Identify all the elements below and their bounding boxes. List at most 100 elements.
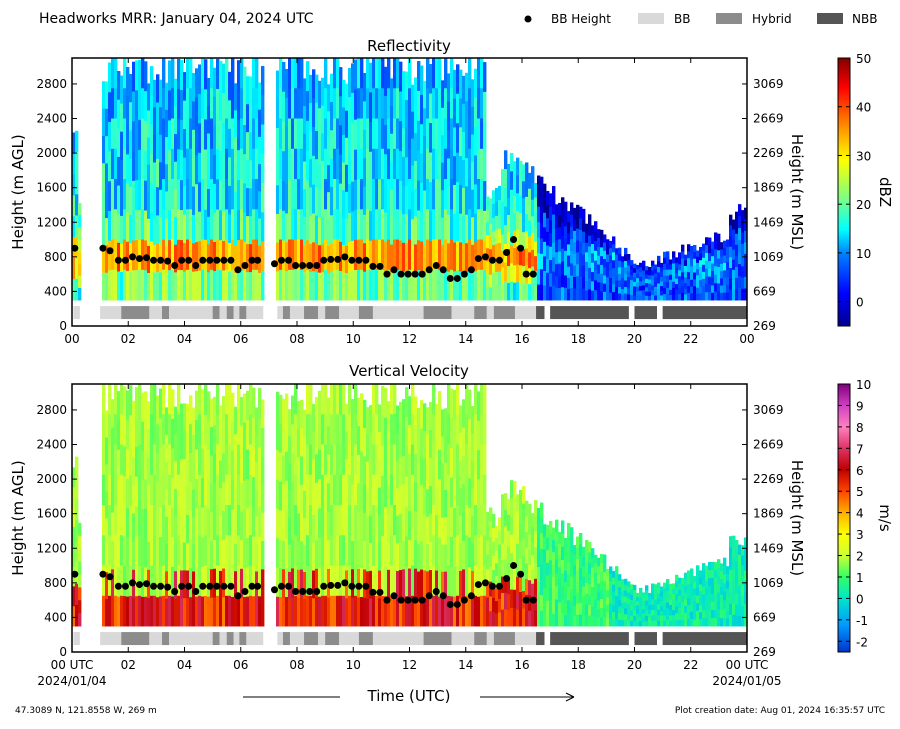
heatmap-cell (180, 90, 184, 121)
heatmap-cell (297, 513, 301, 543)
heatmap-cell (348, 68, 352, 98)
heatmap-cell (663, 287, 667, 295)
heatmap-cell (435, 58, 439, 89)
heatmap-cell (681, 251, 685, 259)
heatmap-cell (207, 133, 211, 162)
heatmap-cell (345, 273, 349, 301)
heatmap-cell (501, 201, 505, 219)
heatmap-cell (387, 457, 391, 486)
heatmap-cell (549, 534, 553, 548)
heatmap-cell (204, 505, 208, 537)
heatmap-cell (342, 535, 346, 566)
bb-height-point (362, 256, 370, 264)
heatmap-cell (570, 539, 574, 553)
heatmap-cell (153, 414, 157, 445)
heatmap-cell (312, 126, 316, 157)
heatmap-cell (276, 99, 280, 129)
heatmap-cell (582, 254, 586, 267)
heatmap-cell (516, 193, 520, 212)
heatmap-cell (444, 435, 448, 464)
heatmap-cell (621, 289, 625, 295)
heatmap-cell (456, 241, 460, 271)
x-tick-label: 18 (571, 658, 586, 672)
heatmap-cell (129, 445, 133, 476)
heatmap-cell (180, 542, 184, 571)
heatmap-cell (534, 531, 538, 548)
heatmap-cell (663, 263, 667, 271)
heatmap-cell (483, 535, 487, 566)
heatmap-cell (105, 218, 109, 246)
heatmap-cell (333, 179, 337, 210)
heatmap-cell (429, 211, 433, 242)
heatmap-cell (615, 248, 619, 256)
heatmap-cell (297, 597, 301, 627)
heatmap-cell (252, 536, 256, 567)
heatmap-cell (306, 535, 310, 566)
heatmap-cell (519, 506, 523, 525)
bb-class-segment-bb (451, 306, 475, 320)
heatmap-cell (738, 252, 742, 265)
heatmap-cell (522, 503, 526, 522)
heatmap-cell (660, 262, 664, 268)
heatmap-cell (384, 183, 388, 213)
heatmap-cell (261, 456, 265, 485)
heatmap-cell (336, 384, 340, 415)
heatmap-cell (633, 595, 637, 601)
heatmap-cell (285, 480, 289, 511)
heatmap-cell (534, 241, 538, 257)
heatmap-cell (282, 121, 286, 152)
heatmap-cell (645, 266, 649, 271)
heatmap-cell (528, 220, 532, 237)
heatmap-cell (474, 97, 478, 127)
heatmap-cell (705, 565, 709, 574)
heatmap-cell (438, 567, 442, 598)
heatmap-cell (501, 510, 505, 528)
heatmap-cell (339, 444, 343, 476)
heatmap-cell (570, 287, 574, 301)
heatmap-cell (495, 286, 499, 301)
heatmap-cell (609, 603, 613, 612)
heatmap-cell (702, 602, 706, 611)
heatmap-cell (240, 568, 244, 598)
heatmap-cell (168, 240, 172, 271)
heatmap-cell (579, 567, 583, 580)
heatmap-cell (555, 546, 559, 560)
heatmap-cell (306, 444, 310, 476)
heatmap-cell (696, 269, 700, 276)
heatmap-cell (339, 212, 343, 243)
bb-height-point (278, 582, 286, 590)
heatmap-cell (618, 293, 622, 301)
heatmap-cell (408, 179, 412, 210)
heatmap-cell (612, 598, 616, 606)
heatmap-cell (603, 563, 607, 573)
heatmap-cell (648, 592, 652, 598)
heatmap-cell (186, 269, 190, 301)
heatmap-cell (300, 484, 304, 514)
heatmap-cell (219, 543, 223, 572)
y-right-tick-label: 1069 (753, 250, 784, 264)
heatmap-cell (216, 444, 220, 476)
heatmap-cell (375, 209, 379, 240)
heatmap-cell (630, 620, 634, 627)
y-tick-label: 2800 (36, 77, 67, 91)
heatmap-cell (591, 606, 595, 617)
heatmap-cell (189, 453, 193, 483)
heatmap-cell (171, 88, 175, 119)
heatmap-cell (636, 264, 640, 270)
heatmap-cell (225, 444, 229, 476)
heatmap-cell (375, 535, 379, 566)
heatmap-cell (174, 516, 178, 545)
heatmap-cell (558, 287, 562, 301)
heatmap-cell (711, 248, 715, 257)
heatmap-cell (657, 582, 661, 589)
heatmap-cell (315, 102, 319, 132)
heatmap-cell (459, 570, 463, 599)
x-tick-label: 20 (627, 332, 642, 346)
heatmap-cell (168, 150, 172, 181)
heatmap-cell (729, 257, 733, 269)
heatmap-cell (516, 264, 520, 283)
heatmap-cell (363, 271, 367, 301)
heatmap-cell (627, 609, 631, 616)
heatmap-cell (555, 216, 559, 229)
heatmap-cell (177, 535, 181, 566)
